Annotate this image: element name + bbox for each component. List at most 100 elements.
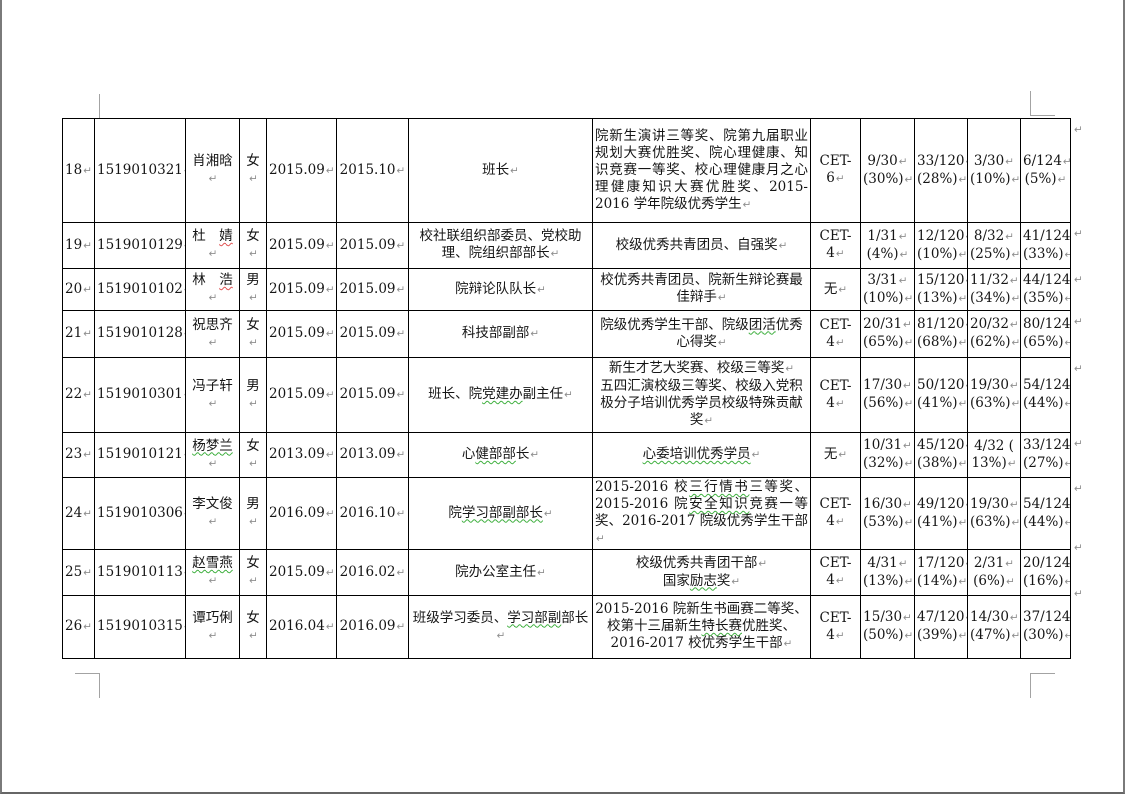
cell-rank-4[interactable]: 33/124↵(27%)↵ bbox=[1020, 432, 1071, 478]
cell-gender[interactable]: 女↵ bbox=[239, 310, 267, 358]
cell-name[interactable]: 冯子轩 ↵ bbox=[185, 357, 240, 433]
cell-position[interactable]: 院辩论队队长↵ bbox=[408, 268, 593, 311]
cell-start-date[interactable]: 2015.09↵ bbox=[266, 222, 337, 269]
cell-rank-4[interactable]: 44/124↵(35%)↵ bbox=[1020, 268, 1071, 311]
cell-row-number[interactable]: 18↵ bbox=[62, 118, 95, 223]
cell-student-id[interactable]: 1519010129↵ bbox=[94, 222, 186, 269]
cell-awards[interactable]: 2015-2016 校三行情书三等奖、2015-2016 院安全知识竞赛一等奖、… bbox=[592, 477, 811, 550]
cell-cet-level[interactable]: CET-4↵ bbox=[810, 595, 861, 659]
cell-end-date[interactable]: 2016.09↵ bbox=[336, 595, 409, 659]
cell-rank-1[interactable]: 4/31↵ (13%)↵ bbox=[860, 549, 915, 596]
cell-rank-2[interactable]: 50/120↵(41%)↵ bbox=[914, 357, 968, 433]
cell-awards[interactable]: 校优秀共青团员、院新生辩论赛最佳辩手↵ bbox=[592, 268, 811, 311]
cell-awards[interactable]: 院新生演讲三等奖、院第九届职业规划大赛优胜奖、院心理健康、知识竞赛一等奖、校心理… bbox=[592, 118, 811, 223]
cell-gender[interactable]: 女↵ bbox=[239, 118, 267, 223]
cell-rank-1[interactable]: 15/30↵ (50%)↵ bbox=[860, 595, 915, 659]
cell-start-date[interactable]: 2015.09↵ bbox=[266, 310, 337, 358]
cell-rank-3[interactable]: 2/31↵ (6%)↵ bbox=[967, 549, 1021, 596]
cell-position[interactable]: 班级学习委员、学习部副部长 ↵ bbox=[408, 595, 593, 659]
cell-gender[interactable]: 男↵ bbox=[239, 268, 267, 311]
cell-awards[interactable]: 校级优秀共青团干部↵ 国家励志奖↵ bbox=[592, 549, 811, 596]
cell-student-id[interactable]: 1519010306↵ bbox=[94, 477, 186, 550]
cell-end-date[interactable]: 2015.10↵ bbox=[336, 118, 409, 223]
cell-end-date[interactable]: 2016.10↵ bbox=[336, 477, 409, 550]
cell-rank-1[interactable]: 17/30↵ (56%)↵ bbox=[860, 357, 915, 433]
cell-end-date[interactable]: 2015.09↵ bbox=[336, 310, 409, 358]
cell-row-number[interactable]: 25↵ bbox=[62, 549, 95, 596]
cell-student-id[interactable]: 1519010128↵ bbox=[94, 310, 186, 358]
cell-rank-4[interactable]: 80/124↵(65%)↵ bbox=[1020, 310, 1071, 358]
cell-cet-level[interactable]: CET-6↵ bbox=[810, 118, 861, 223]
cell-rank-1[interactable]: 1/31↵ (4%)↵ bbox=[860, 222, 915, 269]
cell-rank-2[interactable]: 33/120↵(28%)↵ bbox=[914, 118, 968, 223]
cell-end-date[interactable]: 2015.09↵ bbox=[336, 222, 409, 269]
cell-rank-1[interactable]: 3/31↵ (10%)↵ bbox=[860, 268, 915, 311]
cell-rank-4[interactable]: 6/124↵(5%)↵ bbox=[1020, 118, 1071, 223]
cell-rank-2[interactable]: 45/120↵(38%)↵ bbox=[914, 432, 968, 478]
cell-rank-2[interactable]: 12/120↵(10%)↵ bbox=[914, 222, 968, 269]
cell-row-number[interactable]: 19↵ bbox=[62, 222, 95, 269]
cell-row-number[interactable]: 21↵ bbox=[62, 310, 95, 358]
cell-end-date[interactable]: 2016.02↵ bbox=[336, 549, 409, 596]
cell-position[interactable]: 班长↵ bbox=[408, 118, 593, 223]
cell-student-id[interactable]: 1519010113↵ bbox=[94, 549, 186, 596]
cell-rank-4[interactable]: 37/124↵(30%)↵ bbox=[1020, 595, 1071, 659]
cell-awards[interactable]: 院级优秀学生干部、院级团活优秀心得奖↵ bbox=[592, 310, 811, 358]
cell-rank-3[interactable]: 14/30↵ (47%)↵ bbox=[967, 595, 1021, 659]
cell-student-id[interactable]: 1519010321↵ bbox=[94, 118, 186, 223]
cell-position[interactable]: 心健部部长↵ bbox=[408, 432, 593, 478]
cell-rank-1[interactable]: 10/31↵ (32%)↵ bbox=[860, 432, 915, 478]
cell-cet-level[interactable]: CET-4↵ bbox=[810, 310, 861, 358]
cell-name[interactable]: 谭巧俐 ↵ bbox=[185, 595, 240, 659]
cell-start-date[interactable]: 2013.09↵ bbox=[266, 432, 337, 478]
cell-name[interactable]: 杜 婧↵ bbox=[185, 222, 240, 269]
cell-rank-3[interactable]: 4/32 (13%)↵ bbox=[967, 432, 1021, 478]
cell-row-number[interactable]: 23↵ bbox=[62, 432, 95, 478]
cell-student-id[interactable]: 1519010301↵ bbox=[94, 357, 186, 433]
cell-awards[interactable]: 2015-2016 院新生书画赛二等奖、校第十三届新生特长赛优胜奖、2016-2… bbox=[592, 595, 811, 659]
cell-position[interactable]: 院学习部副部长↵ bbox=[408, 477, 593, 550]
cell-position[interactable]: 班长、院党建办副主任↵ bbox=[408, 357, 593, 433]
cell-cet-level[interactable]: CET-4↵ bbox=[810, 477, 861, 550]
cell-rank-3[interactable]: 3/30↵ (10%)↵ bbox=[967, 118, 1021, 223]
cell-rank-3[interactable]: 8/32↵ (25%)↵ bbox=[967, 222, 1021, 269]
cell-row-number[interactable]: 24↵ bbox=[62, 477, 95, 550]
cell-rank-3[interactable]: 20/32↵ (62%)↵ bbox=[967, 310, 1021, 358]
cell-position[interactable]: 校社联组织部委员、党校助理、院组织部部长↵ bbox=[408, 222, 593, 269]
cell-rank-4[interactable]: 20/124↵(16%)↵ bbox=[1020, 549, 1071, 596]
cell-rank-4[interactable]: 54/124↵(44%)↵ bbox=[1020, 357, 1071, 433]
cell-row-number[interactable]: 26↵ bbox=[62, 595, 95, 659]
cell-name[interactable]: 祝思齐 ↵ bbox=[185, 310, 240, 358]
cell-student-id[interactable]: 1519010102↵ bbox=[94, 268, 186, 311]
cell-end-date[interactable]: 2015.09↵ bbox=[336, 357, 409, 433]
cell-rank-4[interactable]: 54/124↵(44%)↵ bbox=[1020, 477, 1071, 550]
cell-rank-2[interactable]: 81/120↵(68%)↵ bbox=[914, 310, 968, 358]
cell-cet-level[interactable]: CET-4↵ bbox=[810, 357, 861, 433]
cell-name[interactable]: 林 浩↵ bbox=[185, 268, 240, 311]
cell-start-date[interactable]: 2015.09↵ bbox=[266, 118, 337, 223]
cell-cet-level[interactable]: CET-4↵ bbox=[810, 222, 861, 269]
cell-rank-4[interactable]: 41/124↵(33%)↵ bbox=[1020, 222, 1071, 269]
cell-gender[interactable]: 男↵ bbox=[239, 357, 267, 433]
cell-gender[interactable]: 男↵ bbox=[239, 477, 267, 550]
cell-rank-2[interactable]: 17/120↵(14%)↵ bbox=[914, 549, 968, 596]
cell-start-date[interactable]: 2016.09↵ bbox=[266, 477, 337, 550]
cell-rank-3[interactable]: 19/30↵ (63%)↵ bbox=[967, 357, 1021, 433]
cell-gender[interactable]: 女↵ bbox=[239, 222, 267, 269]
cell-rank-3[interactable]: 19/30↵ (63%)↵ bbox=[967, 477, 1021, 550]
cell-name[interactable]: 杨梦兰 ↵ bbox=[185, 432, 240, 478]
cell-rank-3[interactable]: 11/32↵ (34%)↵ bbox=[967, 268, 1021, 311]
cell-rank-1[interactable]: 20/31↵ (65%)↵ bbox=[860, 310, 915, 358]
cell-cet-level[interactable]: CET-4↵ bbox=[810, 549, 861, 596]
cell-row-number[interactable]: 20↵ bbox=[62, 268, 95, 311]
cell-position[interactable]: 院办公室主任↵ bbox=[408, 549, 593, 596]
cell-name[interactable]: 肖湘晗 ↵ bbox=[185, 118, 240, 223]
cell-awards[interactable]: 心委培训优秀学员↵ bbox=[592, 432, 811, 478]
cell-rank-1[interactable]: 16/30↵ (53%)↵ bbox=[860, 477, 915, 550]
cell-end-date[interactable]: 2015.09↵ bbox=[336, 268, 409, 311]
cell-name[interactable]: 李文俊 ↵ bbox=[185, 477, 240, 550]
cell-row-number[interactable]: 22↵ bbox=[62, 357, 95, 433]
cell-student-id[interactable]: 1519010121↵ bbox=[94, 432, 186, 478]
cell-awards[interactable]: 新生才艺大奖赛、校级三等奖↵ 五四汇演校级三等奖、校级入党积极分子培训优秀学员校级… bbox=[592, 357, 811, 433]
cell-start-date[interactable]: 2015.09↵ bbox=[266, 357, 337, 433]
